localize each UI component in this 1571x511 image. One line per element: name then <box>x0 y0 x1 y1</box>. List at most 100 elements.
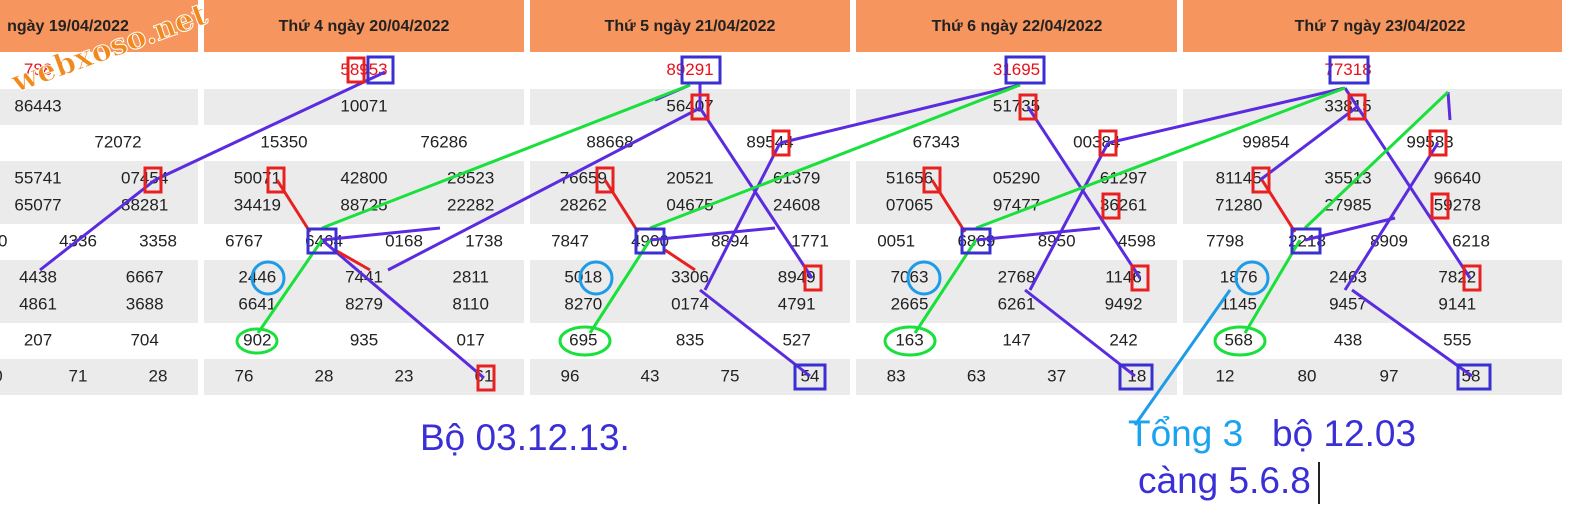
row-bg <box>0 89 198 125</box>
prize-number: 63 <box>967 366 986 385</box>
header: Thứ 4 ngày 20/04/2022 <box>279 18 450 35</box>
prize-number: 0174 <box>671 294 709 313</box>
prize-number: 15350 <box>260 132 307 151</box>
prize-number: 72072 <box>94 132 141 151</box>
prize-number: 80 <box>1298 366 1317 385</box>
prize-number: 51735 <box>993 96 1040 115</box>
prize-number: 568 <box>1224 330 1252 349</box>
prize-number: 75 <box>721 366 740 385</box>
note: càng 5.6.8 <box>1138 460 1311 501</box>
prize-number: 902 <box>243 330 271 349</box>
prize-number: 4598 <box>1118 231 1156 250</box>
prize-number: 35513 <box>1324 168 1371 187</box>
prize-number: 81145 <box>1216 168 1262 187</box>
prize-number: 07065 <box>886 195 933 214</box>
prize-number: 017 <box>456 330 484 349</box>
prize-number: 2665 <box>891 294 929 313</box>
prize-number: 6261 <box>998 294 1036 313</box>
special-number: 788 <box>24 60 52 79</box>
row-bg <box>0 224 198 260</box>
note: Tổng 3 <box>1128 413 1243 454</box>
prize-number: 1876 <box>1220 267 1258 286</box>
prize-number: 51656 <box>886 168 933 187</box>
special-number: 31695 <box>993 60 1040 79</box>
prize-number: 28 <box>149 366 168 385</box>
prize-number: 88668 <box>586 132 633 151</box>
prize-number: 0168 <box>385 231 423 250</box>
row-bg <box>856 323 1177 359</box>
prize-number: 59278 <box>1434 195 1481 214</box>
prize-number: 7847 <box>551 231 589 250</box>
prize-number: 22282 <box>447 195 494 214</box>
prize-number: 3358 <box>139 231 177 250</box>
prize-number: 6641 <box>238 294 276 313</box>
prize-number: 24608 <box>773 195 820 214</box>
prize-number: 4438 <box>19 267 57 286</box>
prize-number: 50071 <box>234 168 281 187</box>
prize-number: 61297 <box>1100 168 1147 187</box>
prize-number: 6218 <box>1452 231 1490 250</box>
prize-number: 99854 <box>1242 132 1289 151</box>
prize-number: 6767 <box>225 231 263 250</box>
prize-number: 20521 <box>666 168 713 187</box>
prize-number: 04675 <box>666 195 713 214</box>
prize-number: 83 <box>887 366 906 385</box>
row-bg <box>0 125 198 161</box>
prize-number: 8110 <box>452 294 489 313</box>
prize-number: 438 <box>1334 330 1362 349</box>
row-bg <box>1183 89 1562 125</box>
prize-number: 65077 <box>14 195 61 214</box>
prize-number: 163 <box>895 330 923 349</box>
prize-number: 527 <box>782 330 810 349</box>
prize-number: 555 <box>1443 330 1471 349</box>
prize-number: 0051 <box>877 231 915 250</box>
prize-number: 96 <box>561 366 580 385</box>
row-bg <box>0 260 198 323</box>
prize-number: 12 <box>1216 366 1235 385</box>
prize-number: 2768 <box>998 267 1036 286</box>
prize-number: 76 <box>235 366 254 385</box>
prize-number: 1738 <box>465 231 503 250</box>
header-cell <box>856 0 1177 52</box>
prize-number: 704 <box>130 330 158 349</box>
prize-number: 00384 <box>1073 132 1120 151</box>
prize-number: 1771 <box>791 231 829 250</box>
row-bg <box>0 359 198 395</box>
prize-number: 36261 <box>1100 195 1147 214</box>
prize-number: 4791 <box>778 294 816 313</box>
prize-number: 96640 <box>1434 168 1481 187</box>
prize-number: 9141 <box>1438 294 1476 313</box>
prize-number: 23 <box>395 366 414 385</box>
prize-number: 43 <box>641 366 660 385</box>
prize-number: 2811 <box>452 267 489 286</box>
header: Thứ 7 ngày 23/04/2022 <box>1295 18 1466 35</box>
row-bg <box>204 224 524 260</box>
header: Thứ 6 ngày 22/04/2022 <box>932 18 1103 35</box>
prize-number: 1145 <box>1220 294 1257 313</box>
prize-number: 7798 <box>1206 231 1244 250</box>
note: bộ 12.03 <box>1272 413 1416 454</box>
prize-number: 935 <box>350 330 378 349</box>
prize-number: 9457 <box>1329 294 1367 313</box>
prize-number: 28 <box>315 366 334 385</box>
row-bg <box>204 125 524 161</box>
row-bg <box>0 161 198 224</box>
prize-number: 37 <box>1047 366 1066 385</box>
prize-number: 42800 <box>340 168 387 187</box>
prize-number: 55741 <box>14 168 61 187</box>
prize-number: 20 <box>0 231 7 250</box>
prize-number: 6667 <box>126 267 164 286</box>
prize-number: 71280 <box>1215 195 1262 214</box>
prize-number: 695 <box>569 330 597 349</box>
prize-number: 76286 <box>420 132 467 151</box>
header-cell <box>0 0 198 52</box>
note: Bộ 03.12.13. <box>420 417 630 458</box>
row-bg <box>530 125 850 161</box>
prize-number: 835 <box>676 330 704 349</box>
row-bg <box>1183 161 1562 224</box>
row-bg <box>0 323 198 359</box>
prize-number: 34419 <box>234 195 281 214</box>
header: Thứ 5 ngày 21/04/2022 <box>605 18 776 35</box>
